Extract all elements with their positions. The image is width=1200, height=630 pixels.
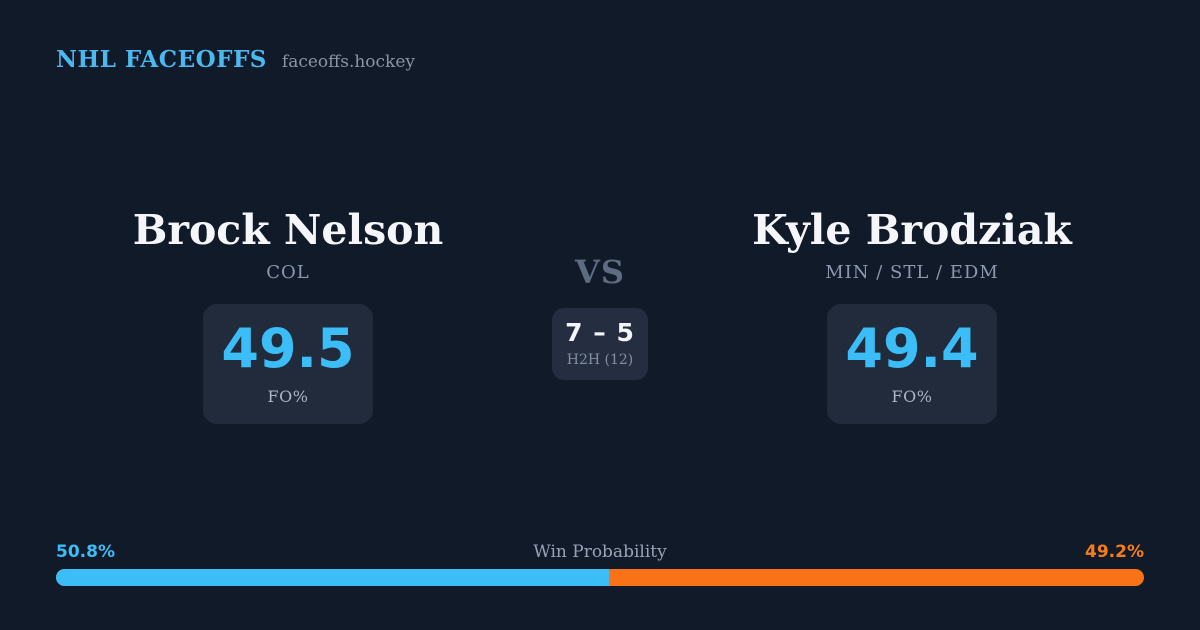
brand-title: NHL FACEOFFS <box>56 46 267 73</box>
player-name-right: Kyle Brodziak <box>752 206 1072 254</box>
win-probability-title: Win Probability <box>533 542 667 562</box>
h2h-score: 7 – 5 <box>565 318 635 347</box>
player-teams-right: MIN / STL / EDM <box>825 262 999 284</box>
fo-value-left: 49.5 <box>221 317 355 381</box>
header: NHL FACEOFFS faceoffs.hockey <box>56 46 415 73</box>
win-probability-labels: 50.8% Win Probability 49.2% <box>56 542 1144 563</box>
player-card-left: Brock Nelson COL 49.5 FO% <box>78 206 498 425</box>
player-card-right: Kyle Brodziak MIN / STL / EDM 49.4 FO% <box>702 206 1122 425</box>
matchup-center: VS 7 – 5 H2H (12) <box>480 208 720 380</box>
win-probability-left-pct: 50.8% <box>56 542 115 562</box>
fo-value-right: 49.4 <box>845 317 979 381</box>
player-name-left: Brock Nelson <box>132 206 444 254</box>
fo-stat-card-right: 49.4 FO% <box>827 304 997 425</box>
vs-label: VS <box>575 253 625 291</box>
fo-label-left: FO% <box>267 387 309 407</box>
win-probability-right-pct: 49.2% <box>1085 542 1144 562</box>
h2h-card: 7 – 5 H2H (12) <box>552 308 648 380</box>
win-probability-bar-left-segment <box>56 569 609 586</box>
win-probability-section: 50.8% Win Probability 49.2% <box>56 542 1144 586</box>
h2h-label: H2H (12) <box>566 352 634 368</box>
fo-stat-card-left: 49.5 FO% <box>203 304 373 425</box>
player-teams-left: COL <box>266 262 310 284</box>
fo-label-right: FO% <box>891 387 933 407</box>
brand-domain: faceoffs.hockey <box>281 52 416 72</box>
win-probability-bar <box>56 569 1144 586</box>
